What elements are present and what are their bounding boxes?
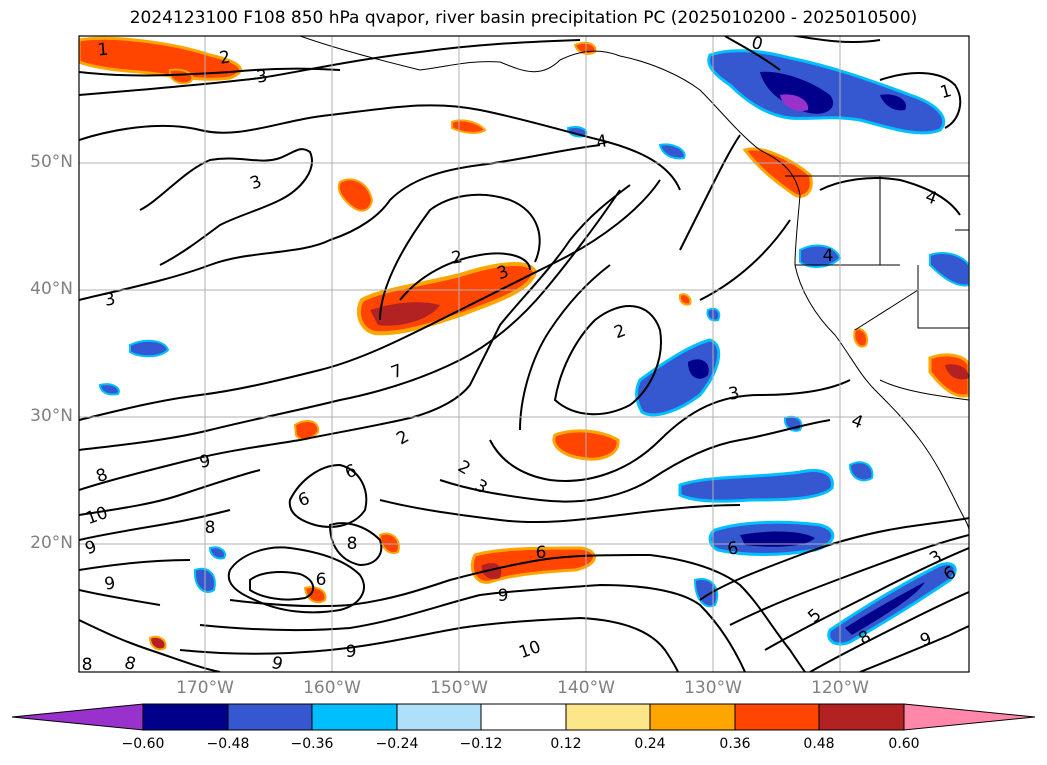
colorbar-segment bbox=[311, 703, 398, 731]
contour-label: 9 bbox=[269, 653, 285, 675]
contour-label: 4 bbox=[595, 131, 609, 153]
lon-label-150w: 150°W bbox=[430, 678, 488, 698]
lon-label-170w: 170°W bbox=[176, 678, 234, 698]
colorbar bbox=[11, 703, 1036, 731]
contour-label: 9 bbox=[103, 573, 117, 595]
colorbar-segment bbox=[480, 703, 567, 731]
colorbar-segment bbox=[649, 703, 736, 731]
map-frame bbox=[78, 35, 970, 673]
colorbar-tick-label: −0.24 bbox=[375, 736, 419, 752]
contour-label: 4 bbox=[823, 246, 834, 266]
contour-label: 6 bbox=[726, 538, 740, 560]
coastlines-borders bbox=[299, 36, 969, 531]
lat-label-50n: 50°N bbox=[30, 152, 73, 172]
contour-label: 6 bbox=[316, 570, 327, 590]
colorbar-tick-label: 0.60 bbox=[888, 736, 920, 752]
qvapor-contours bbox=[79, 36, 969, 672]
contour-label: 3 bbox=[727, 383, 741, 405]
colorbar-tick-label: −0.60 bbox=[121, 736, 165, 752]
contour-label: 9 bbox=[346, 642, 357, 662]
precip-positive-regions bbox=[79, 36, 969, 651]
colorbar-tick-label: 0.24 bbox=[634, 736, 666, 752]
colorbar-min-extend bbox=[11, 703, 144, 731]
contour-label: 8 bbox=[347, 534, 358, 554]
map-title: 2024123100 F108 850 hPa qvapor, river ba… bbox=[129, 8, 918, 28]
lat-label-20n: 20°N bbox=[30, 533, 73, 553]
colorbar-segment bbox=[227, 703, 313, 731]
contour-label: 1 bbox=[938, 81, 954, 103]
contour-label: 8 bbox=[205, 518, 216, 538]
colorbar-tick-label: 0.12 bbox=[550, 736, 582, 752]
contour-label: 2 bbox=[450, 247, 464, 269]
colorbar-segment bbox=[734, 703, 820, 731]
colorbar-segment bbox=[565, 703, 651, 731]
colorbar-tick-label: −0.48 bbox=[206, 736, 250, 752]
contour-label: 3 bbox=[255, 66, 269, 88]
lon-label-130w: 130°W bbox=[684, 678, 742, 698]
contour-label: 2 bbox=[218, 47, 232, 69]
contour-label: 1 bbox=[97, 40, 110, 61]
contour-label: 9 bbox=[498, 586, 509, 606]
lat-label-30n: 30°N bbox=[30, 406, 73, 426]
colorbar-tick-label: 0.36 bbox=[719, 736, 751, 752]
lon-label-160w: 160°W bbox=[303, 678, 361, 698]
contour-label: 6 bbox=[536, 543, 547, 563]
colorbar-segment bbox=[142, 703, 229, 731]
colorbar-max-extend bbox=[903, 703, 1036, 731]
colorbar-tick-label: −0.12 bbox=[459, 736, 503, 752]
contour-label: 9 bbox=[198, 451, 212, 473]
lat-label-40n: 40°N bbox=[30, 279, 73, 299]
colorbar-segment bbox=[396, 703, 482, 731]
contour-label: 8 bbox=[82, 655, 93, 675]
contour-label: 8 bbox=[122, 653, 138, 675]
contour-label: 3 bbox=[103, 289, 117, 311]
colorbar-tick-label: 0.48 bbox=[803, 736, 835, 752]
lon-label-120w: 120°W bbox=[811, 678, 869, 698]
contour-label: 0 bbox=[749, 33, 765, 55]
graticule bbox=[79, 36, 969, 672]
precip-negative-regions bbox=[98, 49, 969, 646]
colorbar-tick-label: −0.36 bbox=[290, 736, 334, 752]
colorbar-segment bbox=[818, 703, 905, 731]
lon-label-140w: 140°W bbox=[557, 678, 615, 698]
